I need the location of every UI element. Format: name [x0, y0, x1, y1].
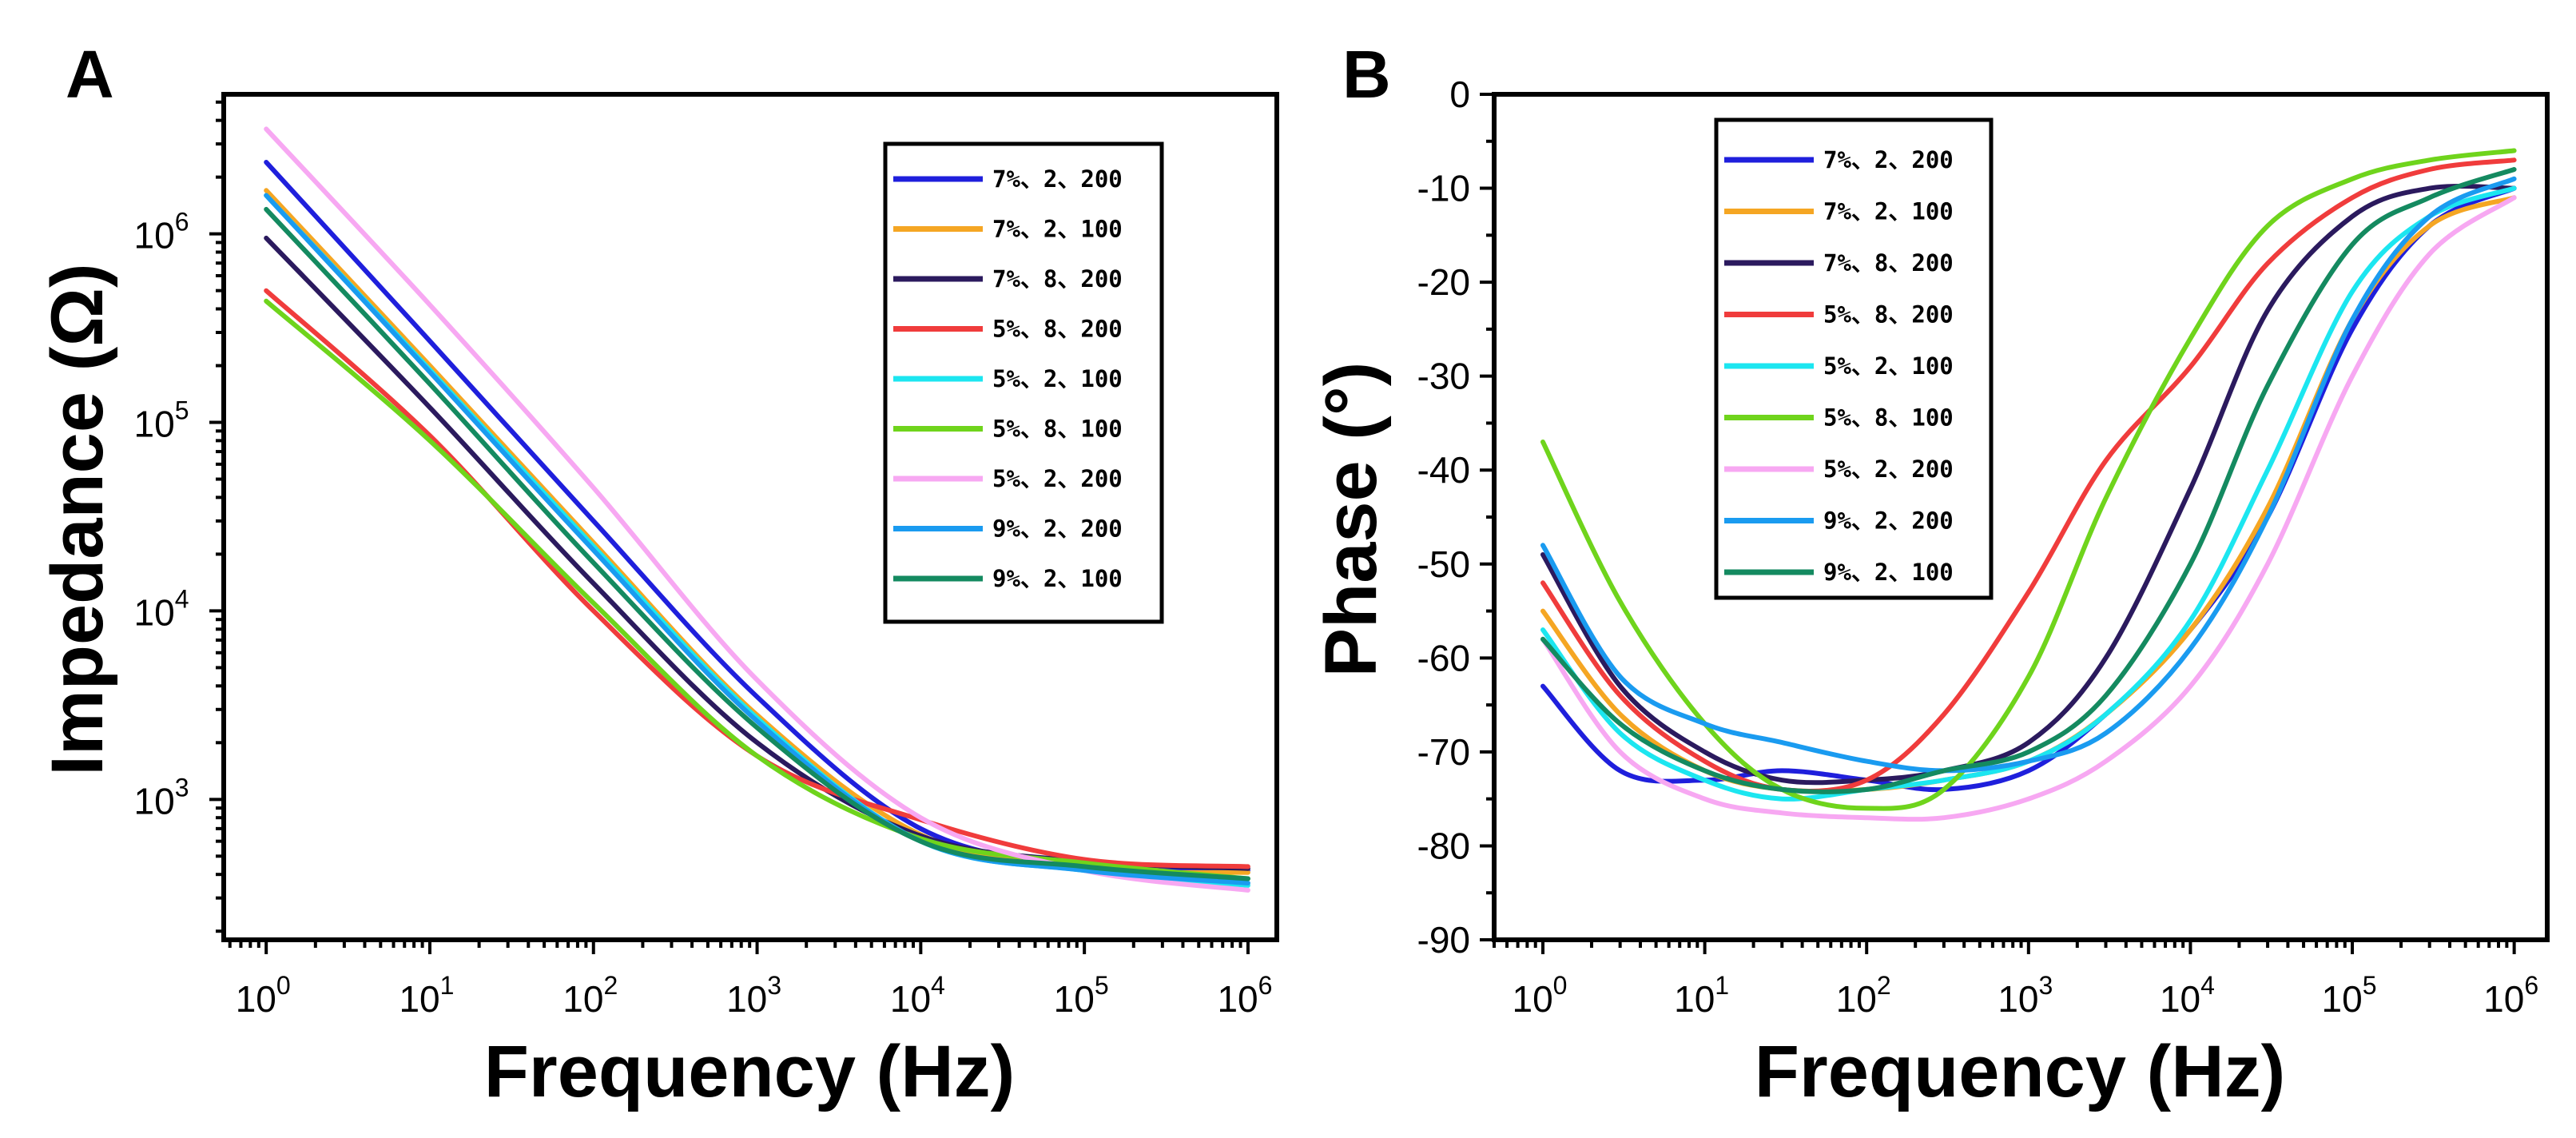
series-line-5	[1540, 185, 2517, 802]
legend-box	[883, 141, 1164, 624]
y-tick-label: 0	[1449, 74, 1470, 115]
series-line-9	[1540, 167, 2517, 794]
panel-letter: B	[1342, 37, 1391, 112]
y-tick-label: -40	[1417, 449, 1470, 491]
x-axis-ticks	[1493, 940, 2516, 954]
legend-label: 7%、2、100	[1823, 198, 1954, 225]
legend-label: 5%、2、100	[992, 365, 1123, 392]
legend-label: 7%、2、200	[992, 165, 1123, 193]
legend-label: 9%、2、200	[1823, 507, 1954, 535]
legend-label: 5%、8、100	[1823, 404, 1954, 432]
x-tick-label: 105	[1054, 971, 1109, 1020]
series-line-4	[1540, 157, 2517, 794]
series-line-8	[1540, 176, 2517, 774]
legend-label: 9%、2、100	[992, 565, 1123, 592]
y-tick-label: -20	[1417, 261, 1470, 303]
legend-label: 7%、2、100	[992, 216, 1123, 243]
legend-label: 5%、8、200	[992, 316, 1123, 343]
y-axis-ticks	[1480, 93, 1494, 941]
series-line-8	[264, 193, 1250, 885]
x-tick-label: 100	[1513, 971, 1568, 1020]
legend-label: 5%、8、200	[1823, 301, 1954, 328]
legend-label: 9%、2、100	[1823, 559, 1954, 586]
x-tick-label: 104	[890, 971, 945, 1020]
x-tick-label: 103	[1998, 971, 2053, 1020]
legend: 7%、2、200 7%、2、100 7%、8、200 5%、8、200 5%、2、100…	[1714, 117, 1994, 600]
legend-label: 5%、8、100	[992, 416, 1123, 443]
y-tick-label: -90	[1417, 919, 1470, 961]
series-line-6	[264, 298, 1250, 881]
series-lines	[264, 126, 1250, 893]
panel-letter: A	[66, 37, 114, 112]
y-tick-label: -10	[1417, 168, 1470, 209]
x-tick-label: 101	[1674, 971, 1729, 1020]
x-axis-ticks	[228, 940, 1250, 954]
x-tick-label: 104	[2160, 971, 2215, 1020]
y-axis-title: Phase (°)	[1310, 362, 1392, 678]
panel-b-phase-chart: B 100 101 102 103 104 105 106 0 -10 -20 -30 -40 -50 -6…	[1310, 37, 2550, 1112]
x-tick-label: 105	[2322, 971, 2377, 1020]
x-tick-label: 102	[1836, 971, 1891, 1020]
y-tick-label: 104	[134, 584, 189, 633]
y-axis-ticks	[209, 100, 224, 933]
y-tick-label: -80	[1417, 825, 1470, 866]
series-line-3	[1540, 183, 2517, 786]
y-tick-label: -50	[1417, 543, 1470, 585]
legend-label: 5%、2、100	[1823, 352, 1954, 380]
x-tick-label: 101	[399, 971, 454, 1020]
panel-a-impedance-chart: A 100 101 102 103 104 105 106 103 104 105 106 Freque…	[37, 37, 1279, 1112]
legend: 7%、2、200 7%、2、100 7%、8、200 5%、8、200 5%、2、100…	[883, 141, 1164, 624]
legend-label: 5%、2、200	[1823, 456, 1954, 483]
y-tick-label: 105	[134, 396, 189, 445]
legend-label: 9%、2、200	[992, 515, 1123, 543]
legend-label: 7%、8、200	[1823, 249, 1954, 277]
y-tick-label: -30	[1417, 356, 1470, 397]
y-tick-label: -70	[1417, 731, 1470, 773]
x-tick-label: 106	[1217, 971, 1272, 1020]
y-tick-label: 106	[134, 208, 189, 257]
legend-label: 5%、2、200	[992, 465, 1123, 492]
y-tick-label: 103	[134, 773, 189, 822]
y-axis-title: Impedance (Ω)	[37, 263, 118, 775]
y-tick-label: -60	[1417, 637, 1470, 678]
x-axis-title: Frequency (Hz)	[1755, 1031, 2286, 1112]
x-tick-label: 106	[2483, 971, 2538, 1020]
x-tick-label: 103	[726, 971, 781, 1020]
series-line-7	[1540, 195, 2517, 822]
x-axis-title: Frequency (Hz)	[484, 1031, 1016, 1112]
x-tick-label: 100	[236, 971, 291, 1020]
series-line-6	[1540, 148, 2517, 811]
series-line-9	[264, 206, 1250, 881]
x-tick-label: 102	[563, 971, 618, 1020]
legend-label: 7%、8、200	[992, 265, 1123, 292]
series-lines	[1540, 148, 2517, 822]
legend-label: 7%、2、200	[1823, 146, 1954, 173]
